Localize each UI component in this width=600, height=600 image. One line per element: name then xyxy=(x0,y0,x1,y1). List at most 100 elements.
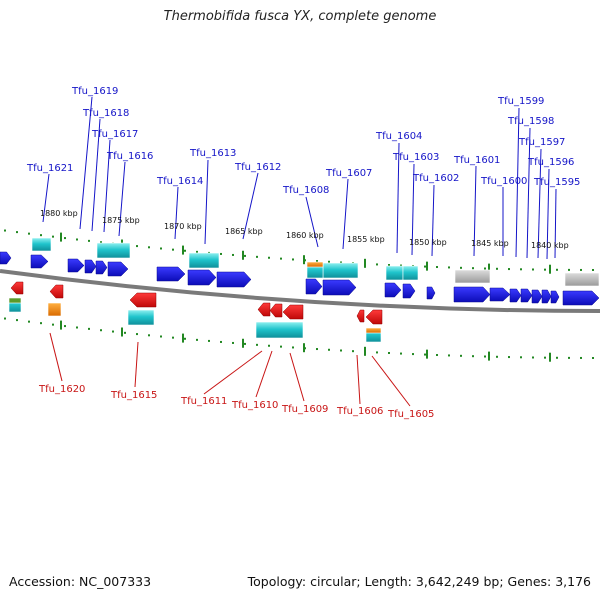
reverse-cds-box xyxy=(127,309,155,326)
gene-label-tfu-1617[interactable]: Tfu_1617 xyxy=(91,129,138,140)
forward-gene-labels: Tfu_1621 Tfu_1619 Tfu_1618 Tfu_1617 Tfu_… xyxy=(26,86,580,196)
reverse-leader-line xyxy=(134,341,139,388)
gene-label-tfu-1606[interactable]: Tfu_1606 xyxy=(336,406,383,417)
forward-leader-line xyxy=(174,186,179,240)
scale-dot-lower xyxy=(232,341,234,344)
gene-label-tfu-1605[interactable]: Tfu_1605 xyxy=(387,409,434,420)
gene-label-tfu-1621[interactable]: Tfu_1621 xyxy=(26,163,73,174)
gene-label-tfu-1611[interactable]: Tfu_1611 xyxy=(180,396,227,407)
gene-label-tfu-1609[interactable]: Tfu_1609 xyxy=(281,404,328,415)
rna-marker xyxy=(8,297,22,304)
scale-major-tick-lower xyxy=(242,338,244,348)
gene-label-tfu-1600[interactable]: Tfu_1600 xyxy=(480,176,527,187)
scale-major-tick-lower xyxy=(303,343,305,353)
scale-dot-upper xyxy=(268,256,270,259)
scale-dot-lower xyxy=(28,320,30,323)
forward-gene-arrow xyxy=(402,283,416,299)
gene-label-tfu-1619[interactable]: Tfu_1619 xyxy=(71,86,118,97)
gene-label-tfu-1620[interactable]: Tfu_1620 xyxy=(38,384,85,395)
scale-dot-lower xyxy=(292,346,294,349)
reverse-gene-arrow xyxy=(365,309,383,325)
forward-leader-line xyxy=(79,96,93,230)
scale-dot-upper xyxy=(256,255,258,258)
forward-leader-line xyxy=(515,107,520,258)
accession-text: Accession: NC_007333 xyxy=(9,574,152,589)
scale-dot-lower xyxy=(544,356,546,359)
tick-label-1870: 1870 kbp xyxy=(164,222,202,231)
scale-dot-lower xyxy=(352,350,354,353)
forward-leader-line xyxy=(342,178,349,250)
gene-label-tfu-1603[interactable]: Tfu_1603 xyxy=(392,152,439,163)
scale-dot-lower xyxy=(64,325,66,328)
gene-label-tfu-1596[interactable]: Tfu_1596 xyxy=(527,157,574,168)
forward-leader-line xyxy=(554,188,557,259)
tick-label-1880: 1880 kbp xyxy=(40,209,78,218)
scale-dot-upper xyxy=(460,266,462,269)
gene-label-tfu-1597[interactable]: Tfu_1597 xyxy=(518,137,565,148)
tick-label-1855: 1855 kbp xyxy=(347,235,385,244)
forward-gene-arrow xyxy=(322,279,357,296)
scale-dot-upper xyxy=(280,257,282,260)
forward-gene-arrow xyxy=(562,290,600,306)
scale-dot-lower xyxy=(196,338,198,341)
scale-dot-lower xyxy=(328,348,330,351)
scale-dot-upper xyxy=(592,268,594,271)
gene-label-tfu-1608[interactable]: Tfu_1608 xyxy=(282,185,329,196)
gene-label-tfu-1602[interactable]: Tfu_1602 xyxy=(412,173,459,184)
forward-leader-line xyxy=(118,161,126,237)
scale-dot-lower xyxy=(280,345,282,348)
scale-dot-upper xyxy=(532,268,534,271)
forward-leader-line xyxy=(42,173,50,223)
gene-label-tfu-1614[interactable]: Tfu_1614 xyxy=(156,176,203,187)
scale-dot-lower xyxy=(556,356,558,359)
gene-label-tfu-1610[interactable]: Tfu_1610 xyxy=(231,400,278,411)
reverse-gene-arrow xyxy=(129,292,157,308)
scale-dot-upper xyxy=(232,253,234,256)
scale-dot-upper xyxy=(28,232,30,235)
gene-label-tfu-1604[interactable]: Tfu_1604 xyxy=(375,131,422,142)
scale-major-tick-upper xyxy=(549,264,551,274)
gene-label-tfu-1595[interactable]: Tfu_1595 xyxy=(533,177,580,188)
forward-cds-box xyxy=(385,265,404,281)
scale-dot-upper xyxy=(4,229,6,232)
scale-dot-lower xyxy=(424,353,426,356)
forward-leader-line xyxy=(204,159,209,245)
forward-gene-arrow xyxy=(30,254,49,269)
scale-dot-lower xyxy=(268,344,270,347)
gene-label-tfu-1598[interactable]: Tfu_1598 xyxy=(507,116,554,127)
rna-marker xyxy=(365,327,382,334)
reverse-leader-line xyxy=(203,350,263,395)
scale-dot-lower xyxy=(172,336,174,339)
gene-label-tfu-1601[interactable]: Tfu_1601 xyxy=(453,155,500,166)
scale-dot-lower xyxy=(76,326,78,329)
scale-tick-labels: 1880 kbp 1875 kbp 1870 kbp 1865 kbp 1860… xyxy=(40,209,569,250)
scale-major-tick-upper xyxy=(426,261,428,271)
gene-label-tfu-1613[interactable]: Tfu_1613 xyxy=(189,148,236,159)
scale-dot-upper xyxy=(88,239,90,242)
forward-gene-arrow xyxy=(520,288,533,303)
gene-label-tfu-1599[interactable]: Tfu_1599 xyxy=(497,96,544,107)
gene-label-tfu-1615[interactable]: Tfu_1615 xyxy=(110,390,157,401)
scale-dot-upper xyxy=(556,268,558,271)
scale-dot-lower xyxy=(400,352,402,355)
scale-dot-lower xyxy=(160,335,162,338)
scale-dot-upper xyxy=(484,267,486,270)
scale-dot-lower xyxy=(112,330,114,333)
forward-gene-arrow xyxy=(509,288,522,303)
gene-label-tfu-1618[interactable]: Tfu_1618 xyxy=(82,108,129,119)
scale-dot-upper xyxy=(496,267,498,270)
gene-label-tfu-1616[interactable]: Tfu_1616 xyxy=(106,151,153,162)
forward-gene-arrow xyxy=(453,286,491,303)
scale-dot-lower xyxy=(208,339,210,342)
forward-leader-line xyxy=(103,139,111,233)
forward-leader-line xyxy=(396,142,400,254)
scale-dot-upper xyxy=(448,266,450,269)
scale-dot-upper xyxy=(388,264,390,267)
gene-label-tfu-1607[interactable]: Tfu_1607 xyxy=(325,168,372,179)
scale-dot-lower xyxy=(388,352,390,355)
genome-summary-text: Topology: circular; Length: 3,642,249 bp… xyxy=(247,574,591,589)
scale-dot-upper xyxy=(568,268,570,271)
gene-label-tfu-1612[interactable]: Tfu_1612 xyxy=(234,162,281,173)
